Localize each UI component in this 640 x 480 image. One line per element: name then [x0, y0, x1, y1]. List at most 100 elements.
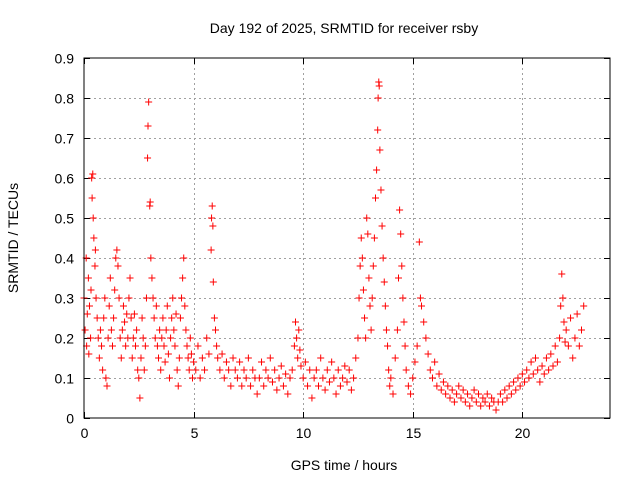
data-point — [108, 342, 116, 350]
data-point — [393, 326, 401, 334]
data-point — [470, 386, 478, 394]
data-point — [368, 294, 376, 302]
data-point — [174, 382, 182, 390]
plot-frame — [83, 57, 611, 419]
data-point — [163, 302, 171, 310]
tick-labels: 0 0.1 0.2 0.3 0.4 0.5 0.6 0.7 0.8 0.9 0 5 10 15 20 — [55, 51, 531, 442]
data-point — [169, 294, 177, 302]
data-point — [229, 354, 237, 362]
data-point — [319, 374, 327, 382]
data-point — [358, 254, 366, 262]
data-point — [89, 214, 97, 222]
data-point — [527, 358, 535, 366]
y-tick-label: 0.3 — [55, 291, 75, 307]
data-point — [534, 366, 542, 374]
data-point — [99, 366, 107, 374]
data-point — [446, 394, 454, 402]
data-point — [523, 366, 531, 374]
data-point — [334, 366, 342, 374]
data-point — [426, 366, 434, 374]
data-point — [225, 366, 233, 374]
data-point — [492, 406, 500, 414]
data-point — [91, 246, 99, 254]
data-point — [184, 354, 192, 362]
data-point — [130, 310, 138, 318]
data-point — [332, 390, 340, 398]
data-point — [205, 350, 213, 358]
data-point — [115, 294, 123, 302]
data-point — [518, 370, 526, 378]
data-point — [468, 394, 476, 402]
data-point — [380, 278, 388, 286]
y-tick-label: 0.6 — [55, 171, 75, 187]
data-point — [363, 214, 371, 222]
data-point — [479, 394, 487, 402]
data-point — [153, 342, 161, 350]
data-point — [170, 326, 178, 334]
data-point — [308, 394, 316, 402]
data-point — [146, 198, 154, 206]
data-point — [321, 386, 329, 394]
data-point — [87, 334, 95, 342]
data-point — [323, 366, 331, 374]
data-point — [371, 194, 379, 202]
data-point — [399, 294, 407, 302]
data-point — [271, 366, 279, 374]
x-tick-label: 20 — [515, 425, 531, 441]
data-point — [573, 310, 581, 318]
data-point — [85, 350, 93, 358]
data-point — [160, 342, 168, 350]
data-point — [538, 362, 546, 370]
y-tick-label: 0.7 — [55, 131, 75, 147]
data-point — [93, 314, 101, 322]
y-tick-label: 0.4 — [55, 251, 75, 267]
data-point — [118, 326, 126, 334]
data-point — [138, 314, 146, 322]
data-point — [407, 390, 415, 398]
data-point — [553, 358, 561, 366]
data-point — [132, 342, 140, 350]
data-point — [172, 310, 180, 318]
data-point — [481, 398, 489, 406]
data-point — [187, 350, 195, 358]
data-point — [94, 334, 102, 342]
data-point — [125, 294, 133, 302]
data-point — [141, 342, 149, 350]
data-point — [286, 374, 294, 382]
data-point — [301, 358, 309, 366]
data-point — [477, 402, 485, 410]
data-point — [293, 334, 301, 342]
data-point — [128, 354, 136, 362]
data-point — [567, 314, 575, 322]
data-point — [428, 374, 436, 382]
y-tick-label: 0.5 — [55, 211, 75, 227]
data-point — [375, 82, 383, 90]
x-axis-label: GPS time / hours — [291, 457, 398, 473]
data-point — [134, 366, 142, 374]
data-point — [137, 354, 145, 362]
data-point — [299, 374, 307, 382]
data-point — [317, 354, 325, 362]
data-point — [387, 374, 395, 382]
data-point — [306, 366, 314, 374]
data-point — [355, 294, 363, 302]
data-point — [345, 366, 353, 374]
y-tick-label: 0.9 — [55, 51, 75, 67]
data-point — [516, 382, 524, 390]
data-point — [266, 354, 274, 362]
data-point — [386, 382, 394, 390]
data-point — [367, 326, 375, 334]
data-point — [435, 370, 443, 378]
data-point — [483, 390, 491, 398]
data-point — [247, 382, 255, 390]
data-point — [431, 358, 439, 366]
data-point — [92, 294, 100, 302]
data-point — [101, 294, 109, 302]
data-point — [559, 294, 567, 302]
data-point — [227, 382, 235, 390]
data-point — [150, 314, 158, 322]
data-point — [557, 302, 565, 310]
data-point — [181, 302, 189, 310]
data-point — [291, 318, 299, 326]
data-point — [212, 326, 219, 334]
